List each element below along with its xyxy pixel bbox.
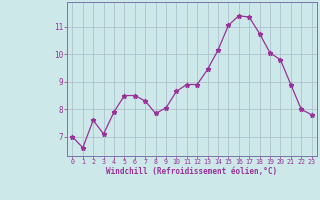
X-axis label: Windchill (Refroidissement éolien,°C): Windchill (Refroidissement éolien,°C) <box>107 167 277 176</box>
